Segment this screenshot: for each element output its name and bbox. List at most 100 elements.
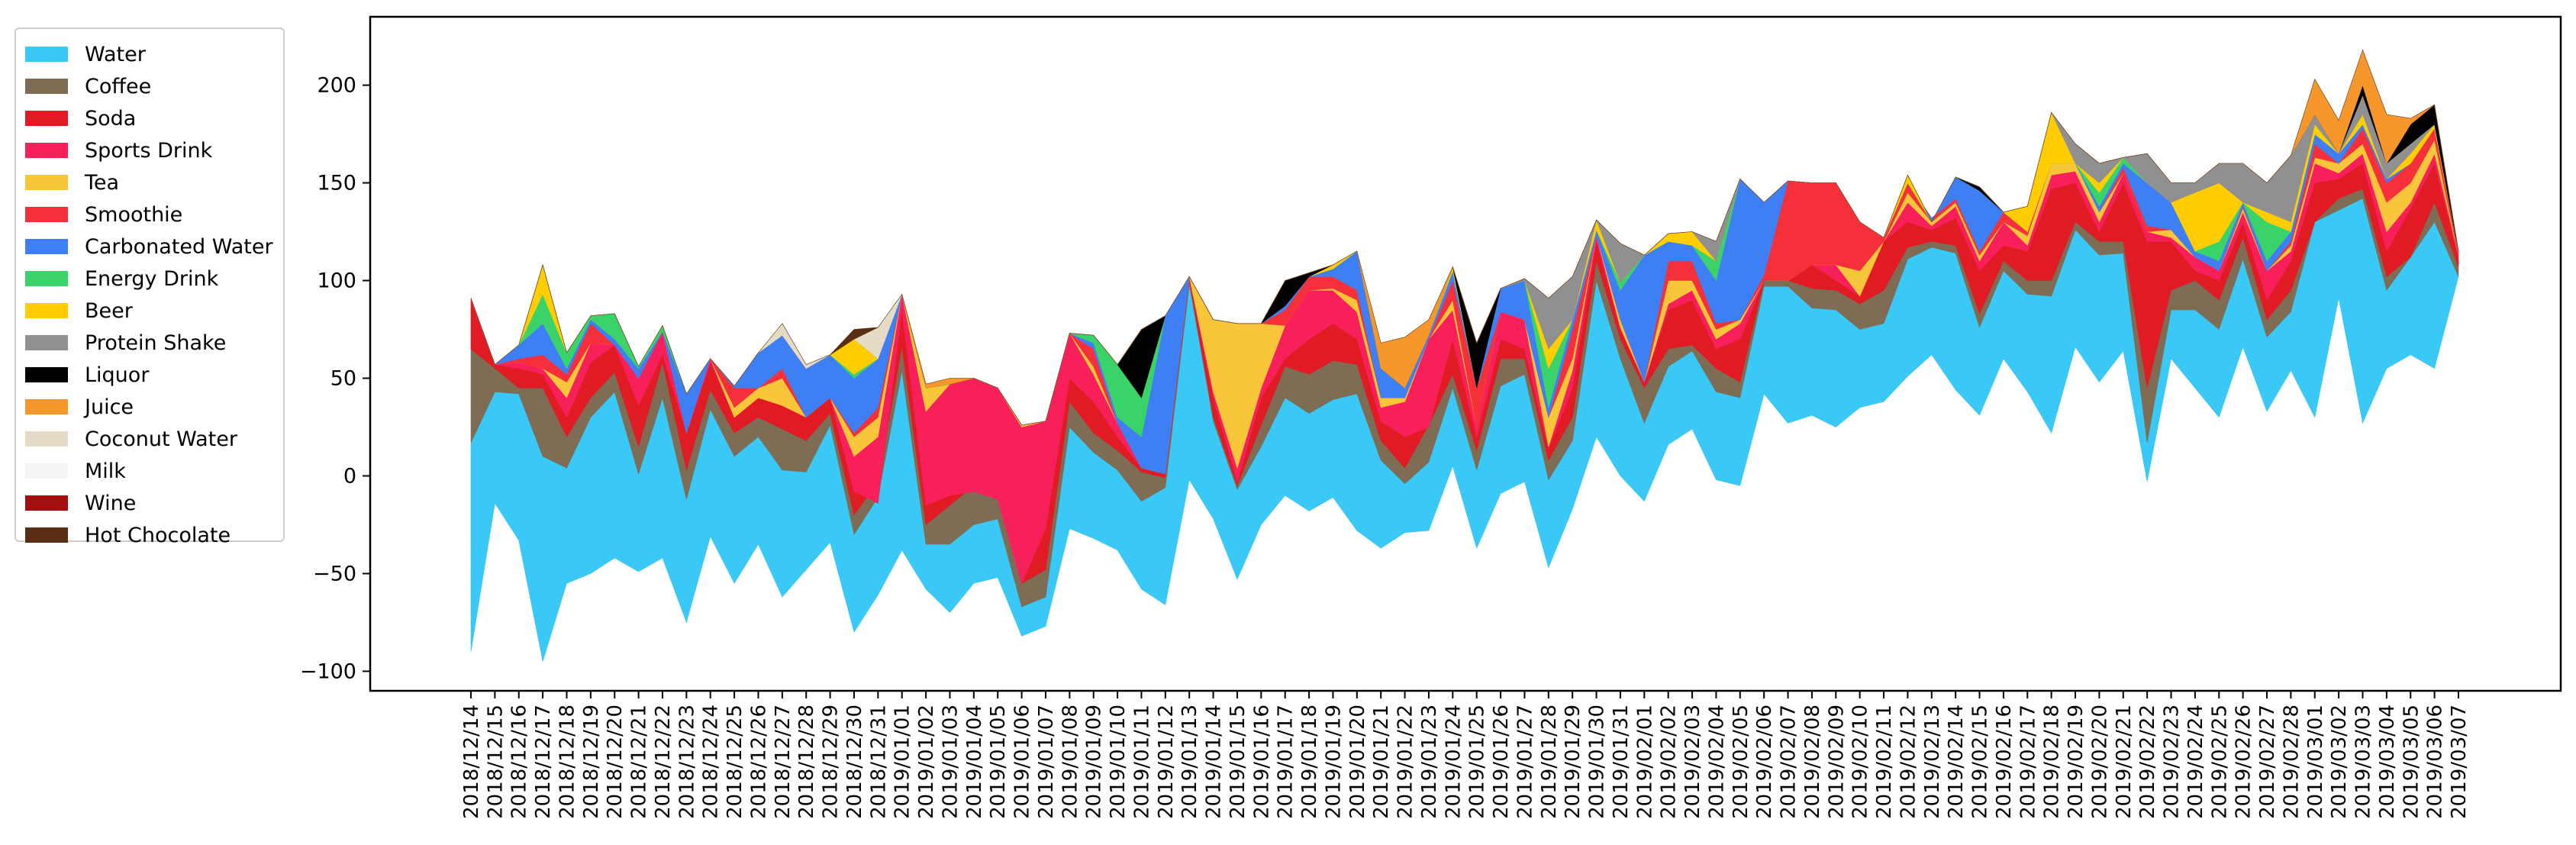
y-tick-label: 200 [317, 74, 356, 98]
legend-label: Carbonated Water [85, 234, 273, 259]
x-tick-label: 2019/02/26 [2233, 705, 2255, 819]
x-tick-label: 2019/03/03 [2352, 705, 2375, 819]
y-tick-label: 0 [343, 464, 356, 488]
x-tick-label: 2018/12/24 [700, 705, 723, 819]
x-tick-label: 2018/12/21 [628, 705, 651, 819]
x-tick-label: 2019/01/21 [1370, 705, 1393, 819]
legend-swatch [25, 143, 68, 158]
x-tick-label: 2019/02/17 [2017, 705, 2039, 819]
x-tick-label: 2019/02/25 [2208, 705, 2231, 819]
x-tick-label: 2019/02/04 [1705, 705, 1728, 819]
legend-swatch [25, 431, 68, 447]
x-tick-label: 2019/02/18 [2041, 705, 2064, 819]
legend-swatch [25, 79, 68, 94]
legend-label: Wine [85, 491, 137, 515]
legend-swatch [25, 527, 68, 543]
x-tick-label: 2019/03/06 [2424, 705, 2447, 819]
legend-item-water: Water [25, 38, 283, 70]
x-tick-label: 2018/12/15 [484, 705, 507, 819]
x-tick-label: 2018/12/20 [604, 705, 627, 819]
x-tick-label: 2018/12/26 [748, 705, 771, 819]
x-tick-label: 2019/02/08 [1801, 705, 1824, 819]
legend-label: Coffee [85, 74, 152, 98]
y-tick-label: −100 [300, 660, 356, 683]
x-tick-label: 2019/02/22 [2136, 705, 2159, 819]
x-tick-label: 2019/01/25 [1466, 705, 1489, 819]
x-tick-label: 2019/01/19 [1322, 705, 1345, 819]
legend-swatch [25, 239, 68, 254]
x-tick-label: 2019/01/23 [1418, 705, 1441, 819]
x-tick-label: 2019/02/14 [1945, 705, 1968, 819]
x-tick-label: 2019/01/02 [915, 705, 938, 819]
legend: Water Coffee Soda Sports Drink Tea Smoothie Ca… [15, 27, 285, 547]
x-tick-label: 2019/01/16 [1250, 705, 1273, 819]
legend-item-wine: Wine [25, 487, 283, 519]
x-tick-label: 2019/02/23 [2161, 705, 2184, 819]
x-tick-label: 2019/01/14 [1203, 705, 1226, 819]
x-tick-label: 2018/12/25 [724, 705, 746, 819]
x-tick-label: 2019/01/31 [1610, 705, 1633, 819]
x-tick-label: 2019/03/05 [2400, 705, 2423, 819]
x-tick-label: 2019/01/09 [1083, 705, 1106, 819]
x-tick-label: 2019/01/10 [1107, 705, 1130, 819]
x-tick-label: 2019/02/10 [1849, 705, 1872, 819]
x-tick-label: 2019/02/11 [1873, 705, 1896, 819]
x-tick-label: 2018/12/17 [532, 705, 555, 819]
x-tick-label: 2019/02/05 [1730, 705, 1752, 819]
x-tick-label: 2019/01/05 [987, 705, 1010, 819]
x-tick-label: 2019/02/15 [1969, 705, 1992, 819]
legend-item-coffee: Coffee [25, 70, 283, 102]
legend-label: Juice [85, 395, 134, 419]
legend-item-protein-shake: Protein Shake [25, 327, 283, 359]
legend-item-carbonated-water: Carbonated Water [25, 231, 283, 263]
x-tick-label: 2019/03/04 [2376, 705, 2399, 819]
x-tick-label: 2019/01/26 [1490, 705, 1513, 819]
area-layers [470, 49, 2459, 662]
x-tick-label: 2018/12/27 [772, 705, 795, 819]
legend-label: Sports Drink [85, 138, 213, 163]
legend-item-beer: Beer [25, 295, 283, 327]
x-tick-label: 2019/02/12 [1897, 705, 1920, 819]
legend-item-milk: Milk [25, 455, 283, 487]
legend-label: Liquor [85, 363, 150, 387]
legend-swatch [25, 271, 68, 286]
x-tick-label: 2018/12/18 [556, 705, 579, 819]
x-tick-label: 2019/01/01 [891, 705, 914, 819]
y-tick-label: 50 [330, 366, 356, 390]
legend-label: Energy Drink [85, 266, 219, 291]
legend-item-hot-chocolate: Hot Chocolate [25, 519, 283, 551]
legend-swatch [25, 495, 68, 511]
x-tick-label: 2019/01/06 [1011, 705, 1034, 819]
x-tick-label: 2019/01/28 [1538, 705, 1561, 819]
x-tick-label: 2019/03/02 [2328, 705, 2351, 819]
x-tick-label: 2019/01/13 [1178, 705, 1201, 819]
x-tick-label: 2018/12/23 [675, 705, 698, 819]
x-tick-label: 2019/02/13 [1921, 705, 1944, 819]
legend-item-coconut-water: Coconut Water [25, 423, 283, 455]
legend-label: Water [85, 42, 146, 66]
x-tick-label: 2019/03/07 [2448, 705, 2471, 819]
y-tick-label: −50 [313, 562, 356, 585]
legend-swatch [25, 463, 68, 479]
x-tick-label: 2019/01/12 [1155, 705, 1178, 819]
x-tick-label: 2019/01/11 [1131, 705, 1154, 819]
legend-swatch [25, 335, 68, 350]
legend-item-sports-drink: Sports Drink [25, 134, 283, 166]
x-tick-label: 2019/01/04 [963, 705, 986, 819]
x-tick-label: 2019/02/21 [2113, 705, 2136, 819]
x-tick-label: 2019/01/27 [1514, 705, 1536, 819]
legend-label: Smoothie [85, 202, 183, 227]
x-tick-label: 2019/02/16 [1993, 705, 2016, 819]
x-axis: 2018/12/14 2018/12/15 2018/12/16 2018/12/17… [460, 691, 2471, 819]
x-tick-label: 2019/02/07 [1778, 705, 1801, 819]
y-axis: −100 −50 0 50 100 150 200 [300, 74, 370, 683]
x-tick-label: 2018/12/14 [460, 705, 483, 819]
legend-item-liquor: Liquor [25, 359, 283, 391]
x-tick-label: 2019/02/28 [2280, 705, 2303, 819]
x-tick-label: 2019/01/30 [1586, 705, 1609, 819]
x-tick-label: 2018/12/29 [820, 705, 843, 819]
x-tick-label: 2019/01/08 [1059, 705, 1082, 819]
x-tick-label: 2019/02/06 [1753, 705, 1776, 819]
legend-label: Coconut Water [85, 427, 237, 451]
legend-swatch [25, 303, 68, 318]
